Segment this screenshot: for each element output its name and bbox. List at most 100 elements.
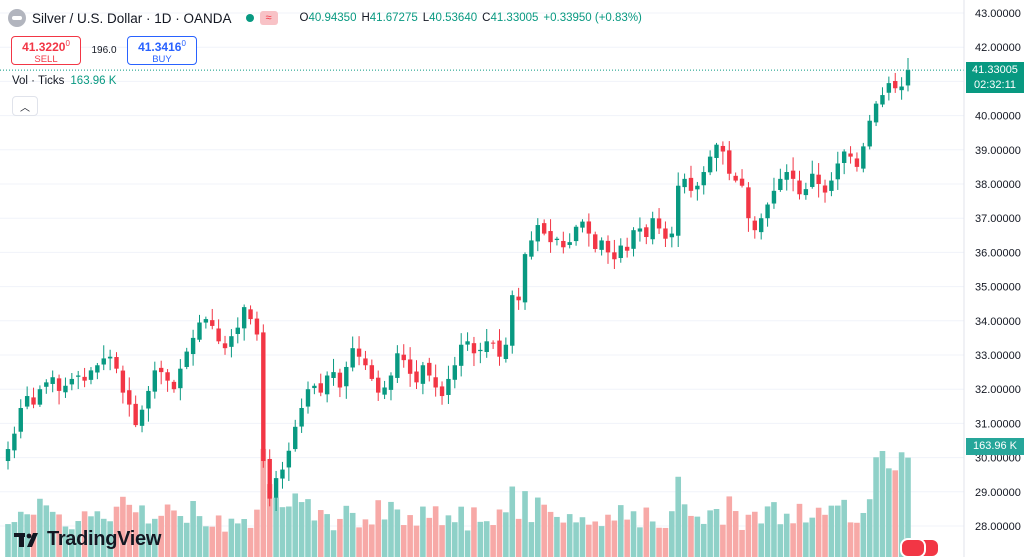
candle-body xyxy=(178,368,183,389)
y-tick-label: 42.00000 xyxy=(975,42,1021,54)
candle-body xyxy=(50,377,55,384)
chart-header: Silver / U.S. Dollar · 1D · OANDA ≈ O40.… xyxy=(8,6,642,30)
volume-bar xyxy=(675,476,682,557)
candle-body xyxy=(612,252,617,260)
candle-body xyxy=(197,322,202,340)
candle-body xyxy=(88,370,94,380)
candle-body xyxy=(139,409,145,426)
candle-body xyxy=(644,227,649,238)
volume-bar xyxy=(317,510,324,557)
volume-bar xyxy=(241,519,247,557)
candle-body xyxy=(114,357,119,369)
candle-body xyxy=(350,348,355,368)
volume-bar xyxy=(605,514,611,557)
candle-body xyxy=(63,385,68,393)
candle-body xyxy=(580,221,585,228)
volume-bar xyxy=(120,496,126,557)
candle-body xyxy=(637,228,643,232)
sell-button[interactable]: 41.32200 SELL xyxy=(11,36,81,65)
volume-bar xyxy=(483,521,490,557)
brand-name: TradingView xyxy=(47,528,162,550)
candle-body xyxy=(535,225,540,242)
volume-bar xyxy=(898,452,905,557)
volume-bar xyxy=(790,523,796,557)
candle-body xyxy=(765,204,770,219)
candle-body xyxy=(12,433,17,451)
volume-bar xyxy=(509,486,516,557)
candle-body xyxy=(331,372,336,378)
candle-body xyxy=(235,327,240,334)
volume-bar xyxy=(152,518,158,557)
volume-value: 163.96 K xyxy=(70,75,117,87)
wave-icon[interactable]: ≈ xyxy=(259,11,278,25)
candle-body xyxy=(497,340,502,357)
volume-bar xyxy=(11,522,18,557)
candle-body xyxy=(778,178,783,190)
candle-body xyxy=(848,153,853,157)
candle-body xyxy=(369,365,375,379)
volume-bar xyxy=(771,502,777,557)
volume-bar xyxy=(439,525,445,557)
volume-bar xyxy=(649,521,656,557)
volume-bar xyxy=(286,506,292,557)
volume-bar xyxy=(234,523,241,557)
candle-body xyxy=(407,359,413,374)
volume-bar xyxy=(643,507,650,557)
candle-body xyxy=(656,218,662,229)
candle-body xyxy=(880,95,885,105)
volume-legend[interactable]: Vol · Ticks 163.96 K xyxy=(12,75,116,87)
volume-bar xyxy=(758,523,764,557)
collapse-legend-button[interactable]: ︿ xyxy=(12,96,38,116)
candle-body xyxy=(541,223,547,234)
volume-bar xyxy=(560,522,567,557)
candle-body xyxy=(280,469,285,479)
candle-body xyxy=(165,372,170,381)
volume-bar xyxy=(834,505,841,557)
buy-button[interactable]: 41.34160 BUY xyxy=(127,36,197,65)
volume-bar xyxy=(183,522,190,557)
us-flag-icon[interactable] xyxy=(900,538,926,558)
candle-body xyxy=(56,378,62,391)
candle-body xyxy=(171,381,177,390)
volume-bar xyxy=(330,530,337,557)
candle-body xyxy=(24,396,30,407)
y-tick-label: 34.00000 xyxy=(975,316,1021,328)
volume-bar xyxy=(662,527,669,557)
volume-bar xyxy=(720,524,726,557)
buy-price: 41.34160 xyxy=(138,38,186,54)
volume-bar xyxy=(196,516,203,557)
volume-bar xyxy=(579,517,586,557)
candle-body xyxy=(873,103,879,123)
ohlc-readout: O40.94350 H41.67275 L40.53640 C41.33005 … xyxy=(300,12,642,24)
chevron-up-icon: ︿ xyxy=(20,102,30,114)
volume-bar xyxy=(637,527,643,557)
volume-bar xyxy=(879,450,886,557)
tradingview-logo[interactable]: TradingView xyxy=(14,528,161,551)
volume-bar xyxy=(700,523,707,557)
candle-body xyxy=(31,397,36,405)
volume-bar xyxy=(841,499,847,557)
ohlc-value: 41.33005 xyxy=(490,12,539,24)
y-tick-label: 30.00000 xyxy=(975,453,1021,465)
volume-bar xyxy=(477,521,484,557)
candle-body xyxy=(599,240,604,250)
candle-body xyxy=(854,158,860,167)
candle-body xyxy=(561,240,566,248)
volume-bar xyxy=(458,506,464,557)
volume-bar xyxy=(554,516,560,557)
candle-body xyxy=(899,86,904,91)
candle-body xyxy=(861,146,866,169)
volume-bar xyxy=(132,512,139,557)
y-tick-label: 32.00000 xyxy=(975,384,1021,396)
bar-countdown: 02:32:11 xyxy=(973,79,1016,91)
ohlc-key: C xyxy=(482,12,491,24)
symbol-title[interactable]: Silver / U.S. Dollar · 1D · OANDA xyxy=(32,10,232,26)
candle-body xyxy=(261,332,266,462)
volume-bar xyxy=(866,499,873,557)
price-axis: 28.00000 29.00000 30.00000 31.00000 32.00000… xyxy=(963,0,1021,557)
symbol-icon[interactable] xyxy=(8,9,26,27)
volume-bar xyxy=(215,515,222,557)
candle-body xyxy=(548,231,553,243)
volume-bar xyxy=(617,505,624,557)
